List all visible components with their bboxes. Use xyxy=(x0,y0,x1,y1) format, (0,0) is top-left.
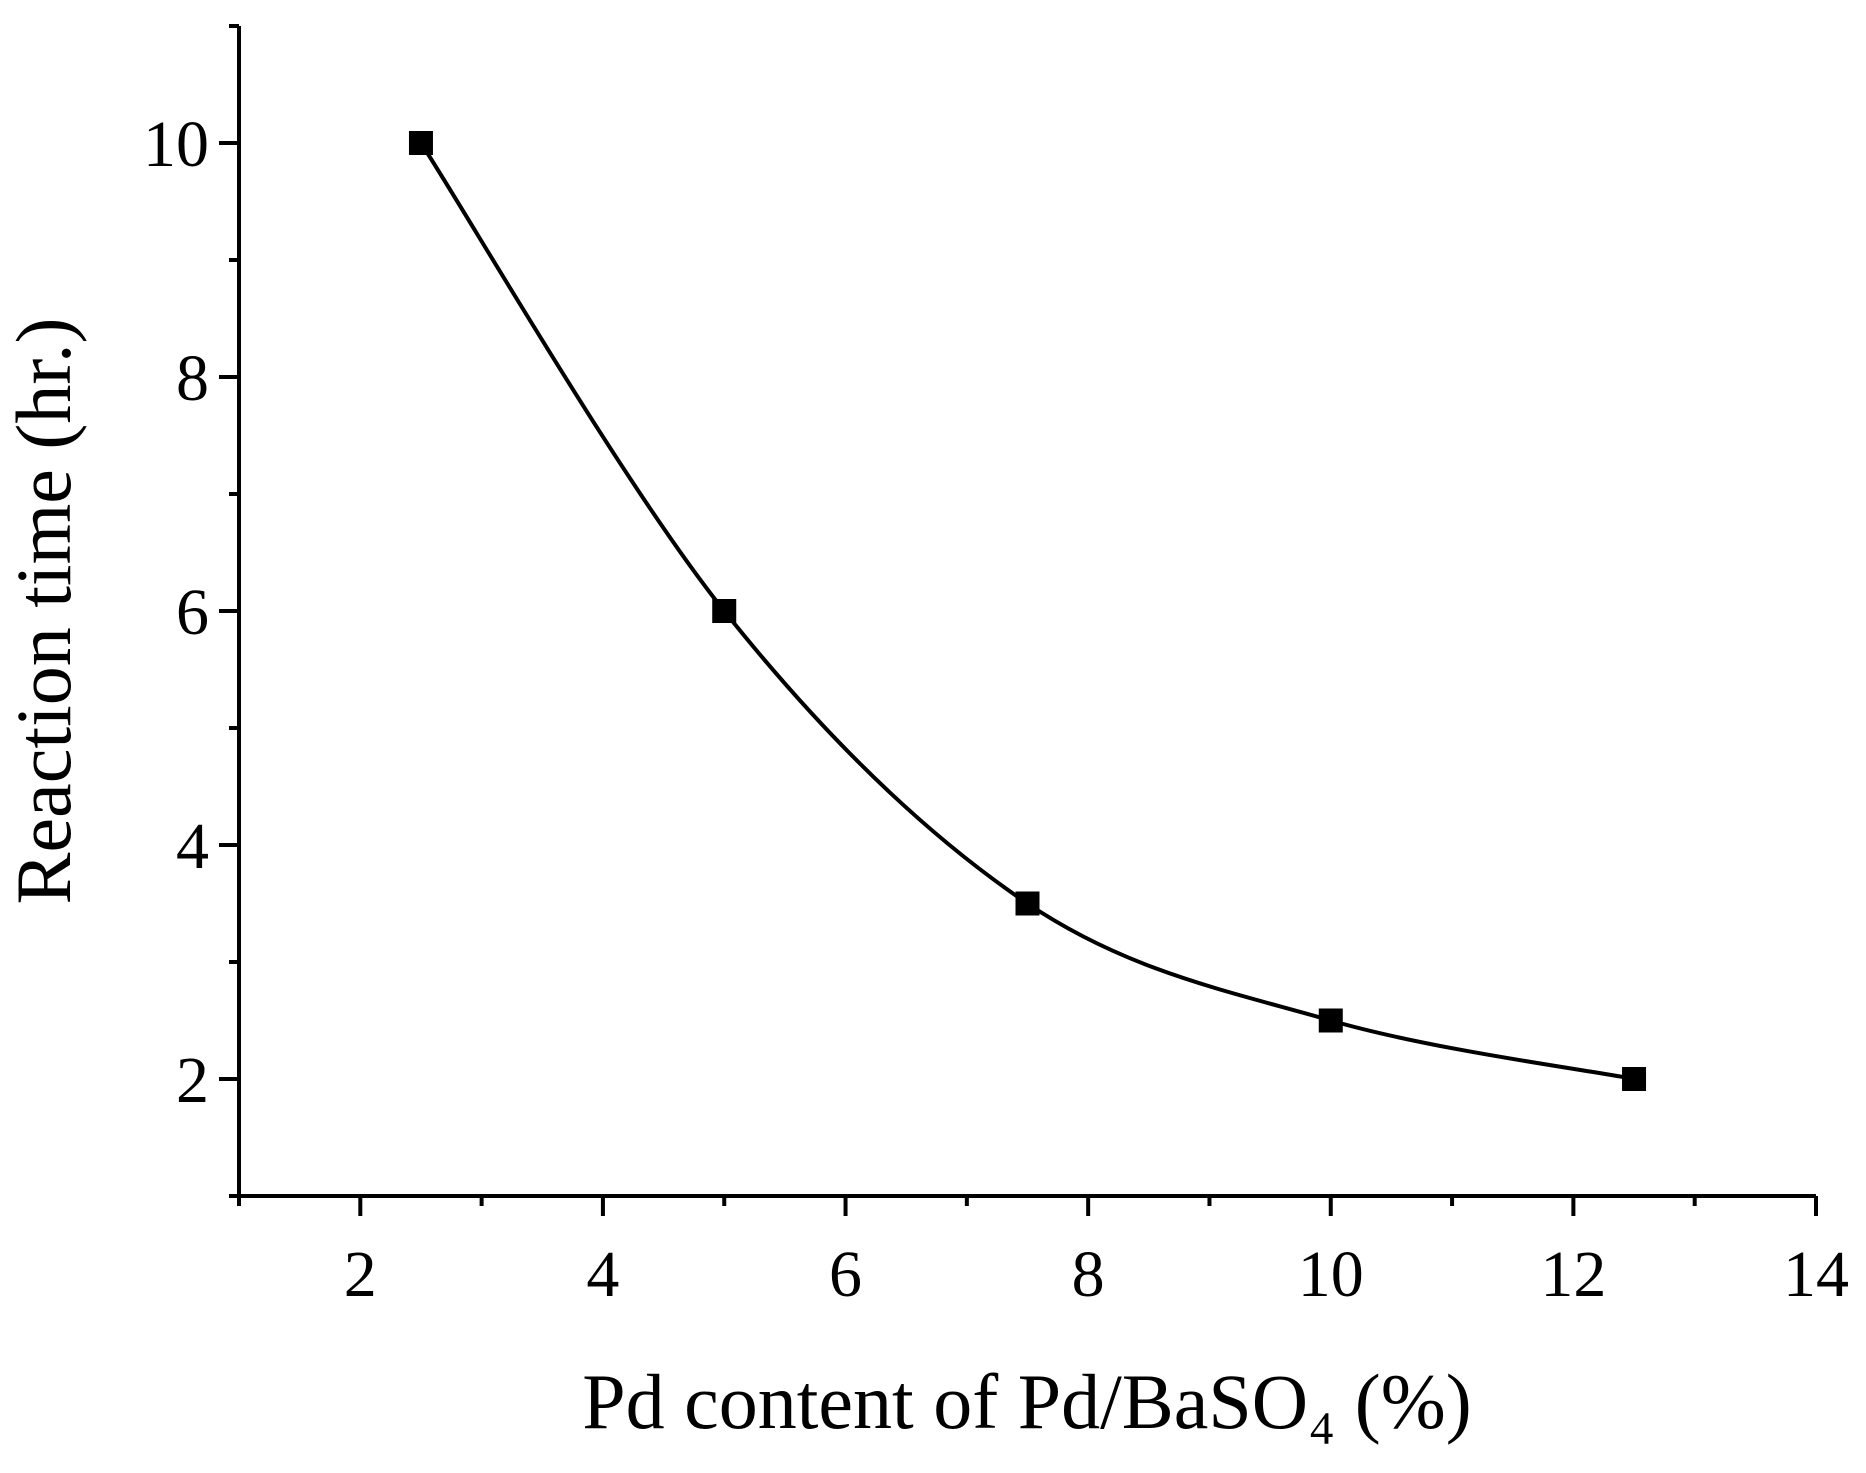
y-tick-label: 4 xyxy=(176,810,209,883)
y-tick-label: 2 xyxy=(176,1044,209,1117)
x-tick-label: 14 xyxy=(1783,1238,1849,1311)
y-tick-label: 10 xyxy=(143,108,209,181)
x-tick-label: 6 xyxy=(829,1238,862,1311)
series-line xyxy=(419,141,1635,1081)
y-tick-label: 6 xyxy=(176,576,209,649)
x-tick-label: 12 xyxy=(1540,1238,1606,1311)
y-axis-label: Reaction time (hr.) xyxy=(0,318,87,905)
data-point xyxy=(712,599,737,623)
x-tick-label: 2 xyxy=(344,1238,377,1311)
data-point xyxy=(1318,1008,1343,1033)
x-tick-label: 10 xyxy=(1298,1238,1364,1311)
data-point xyxy=(1015,891,1040,916)
data-point xyxy=(408,131,433,155)
y-tick-label: 8 xyxy=(176,342,209,415)
x-axis-label: Pd content of Pd/BaSO₄ (%) xyxy=(582,1358,1471,1445)
data-point xyxy=(1622,1067,1647,1091)
x-tick-label: 8 xyxy=(1072,1238,1105,1311)
x-tick-label: 4 xyxy=(586,1238,619,1311)
